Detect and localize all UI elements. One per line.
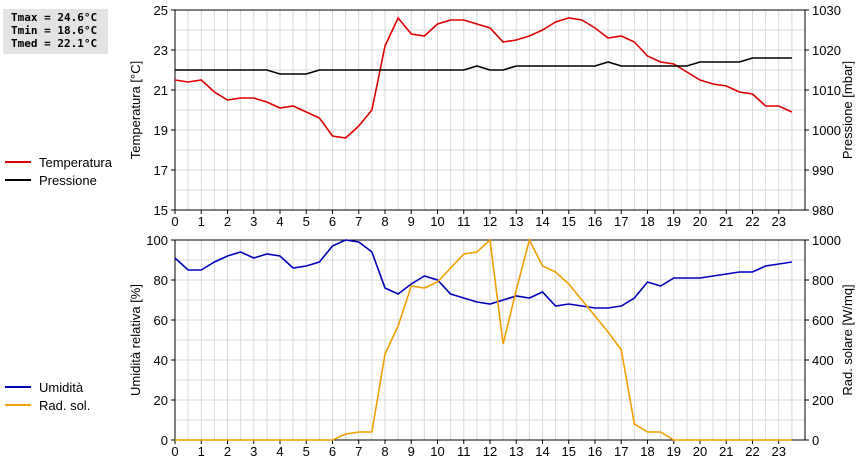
legend-label: Umidità	[39, 379, 84, 395]
x-tick-label: 21	[719, 444, 733, 459]
series-line-umidit	[174, 239, 793, 309]
y-tick-label-left: 0	[161, 433, 168, 448]
y-tick-label-left: 19	[154, 123, 168, 138]
x-tick-label: 14	[535, 444, 549, 459]
x-tick-label: 0	[171, 214, 178, 229]
x-tick-label: 12	[483, 444, 497, 459]
y-axis-title-left: Temperatura [°C]	[128, 61, 143, 159]
y-axis-title-right: Pressione [mbar]	[840, 61, 855, 159]
x-tick-label: 20	[693, 444, 707, 459]
tmax-text: Tmax = 24.6°C	[11, 11, 98, 24]
y-tick-label-left: 60	[154, 313, 168, 328]
y-tick-label-right: 0	[812, 433, 819, 448]
x-tick-label: 4	[276, 444, 283, 459]
y-tick-label-right: 1030	[812, 3, 841, 18]
x-tick-label: 7	[355, 214, 362, 229]
x-tick-label: 15	[562, 444, 576, 459]
x-tick-label: 13	[509, 214, 523, 229]
x-tick-label: 3	[250, 444, 257, 459]
x-tick-label: 2	[224, 214, 231, 229]
y-tick-label-left: 40	[154, 353, 168, 368]
legend-bottom: Umidità Rad. sol.	[5, 378, 90, 414]
series-line-temperatura	[174, 16, 793, 139]
legend-swatch	[5, 179, 31, 181]
x-tick-label: 9	[408, 214, 415, 229]
x-tick-label: 0	[171, 444, 178, 459]
x-tick-label: 3	[250, 214, 257, 229]
x-tick-label: 17	[614, 444, 628, 459]
y-tick-label-left: 23	[154, 43, 168, 58]
legend-label: Rad. sol.	[39, 397, 91, 413]
x-tick-label: 19	[667, 444, 681, 459]
y-tick-label-left: 100	[146, 233, 168, 248]
stats-box: Tmax = 24.6°C Tmin = 18.6°C Tmed = 22.1°…	[3, 9, 108, 54]
x-tick-label: 18	[640, 444, 654, 459]
series-line-pressione	[175, 57, 792, 75]
x-tick-label: 10	[430, 444, 444, 459]
x-tick-label: 17	[614, 214, 628, 229]
y-tick-label-right: 1000	[812, 233, 841, 248]
x-tick-label: 23	[772, 444, 786, 459]
legend-label: Temperatura	[39, 154, 112, 170]
x-tick-label: 20	[693, 214, 707, 229]
x-tick-label: 11	[457, 214, 471, 229]
legend-swatch	[5, 161, 31, 163]
tmed-text: Tmed = 22.1°C	[11, 37, 98, 50]
x-tick-label: 21	[719, 214, 733, 229]
x-tick-label: 13	[509, 444, 523, 459]
y-tick-label-right: 990	[812, 163, 834, 178]
x-tick-label: 19	[667, 214, 681, 229]
y-axis-title-left: Umidità relativa [%]	[128, 284, 143, 396]
legend-swatch	[5, 386, 31, 388]
y-tick-label-left: 80	[154, 273, 168, 288]
y-axis-title-right: Rad. solare [W/mq]	[840, 284, 855, 395]
x-tick-label: 7	[355, 444, 362, 459]
x-tick-label: 5	[303, 444, 310, 459]
y-tick-label-left: 25	[154, 3, 168, 18]
y-tick-label-right: 1000	[812, 123, 841, 138]
x-tick-label: 15	[562, 214, 576, 229]
y-tick-label-right: 1020	[812, 43, 841, 58]
y-tick-label-left: 15	[154, 203, 168, 218]
legend-swatch	[5, 404, 31, 406]
y-tick-label-right: 400	[812, 353, 834, 368]
y-tick-label-right: 200	[812, 393, 834, 408]
y-tick-label-right: 980	[812, 203, 834, 218]
y-tick-label-left: 20	[154, 393, 168, 408]
x-tick-label: 8	[381, 444, 388, 459]
x-tick-label: 11	[457, 444, 471, 459]
legend-item: Pressione	[5, 171, 112, 189]
x-tick-label: 12	[483, 214, 497, 229]
x-tick-label: 16	[588, 214, 602, 229]
x-tick-label: 16	[588, 444, 602, 459]
x-tick-label: 10	[430, 214, 444, 229]
x-tick-label: 2	[224, 444, 231, 459]
y-tick-label-left: 17	[154, 163, 168, 178]
legend-top: Temperatura Pressione	[5, 153, 112, 189]
x-tick-label: 6	[329, 214, 336, 229]
x-tick-label: 1	[198, 214, 205, 229]
legend-item: Temperatura	[5, 153, 112, 171]
series-line-rad-sol	[175, 237, 792, 441]
x-tick-label: 22	[745, 444, 759, 459]
legend-label: Pressione	[39, 172, 97, 188]
legend-item: Umidità	[5, 378, 90, 396]
y-tick-label-right: 800	[812, 273, 834, 288]
y-tick-label-right: 1010	[812, 83, 841, 98]
x-tick-label: 5	[303, 214, 310, 229]
x-tick-label: 4	[276, 214, 283, 229]
x-tick-label: 14	[535, 214, 549, 229]
x-tick-label: 8	[381, 214, 388, 229]
legend-item: Rad. sol.	[5, 396, 90, 414]
x-tick-label: 6	[329, 444, 336, 459]
x-tick-label: 18	[640, 214, 654, 229]
y-tick-label-left: 21	[154, 83, 168, 98]
x-tick-label: 9	[408, 444, 415, 459]
tmin-text: Tmin = 18.6°C	[11, 24, 98, 37]
x-tick-label: 1	[198, 444, 205, 459]
x-tick-label: 22	[745, 214, 759, 229]
y-tick-label-right: 600	[812, 313, 834, 328]
x-tick-label: 23	[772, 214, 786, 229]
